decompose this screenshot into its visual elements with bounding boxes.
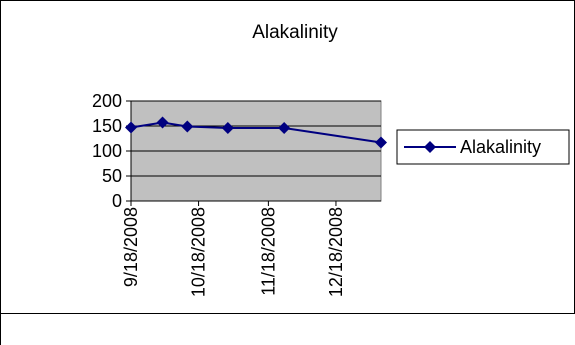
gridlines bbox=[131, 100, 381, 177]
data-point-marker bbox=[125, 121, 137, 134]
y-axis: 0 50 100 150 200 bbox=[92, 91, 132, 211]
legend: Alakalinity bbox=[396, 129, 570, 165]
data-point-marker bbox=[156, 116, 169, 129]
y-tick-label: 0 bbox=[112, 191, 122, 211]
data-point-marker bbox=[221, 122, 234, 134]
x-tick-label: 11/18/2008 bbox=[258, 207, 278, 296]
y-tick-label: 150 bbox=[92, 116, 122, 136]
data-point-marker bbox=[181, 120, 194, 133]
data-point-marker bbox=[375, 136, 387, 149]
y-tick-label: 100 bbox=[92, 141, 122, 161]
series-line bbox=[130, 121, 382, 144]
x-axis: 9/18/2008 10/18/2008 11/18/2008 12/18/2008 bbox=[121, 200, 381, 297]
y-tick-label: 50 bbox=[102, 166, 122, 186]
x-tick-label: 12/18/2008 bbox=[326, 207, 346, 297]
chart-border-left bbox=[0, 0, 1, 345]
data-point-marker bbox=[278, 122, 291, 134]
x-tick-label: 9/18/2008 bbox=[121, 207, 141, 287]
legend-series-label: Alakalinity bbox=[460, 137, 541, 157]
legend-series-marker bbox=[424, 141, 436, 153]
chart-title: Alakalinity bbox=[252, 22, 338, 43]
y-tick-label: 200 bbox=[92, 91, 122, 111]
chart-border-top bbox=[0, 0, 575, 1]
series-layer bbox=[125, 116, 387, 149]
x-tick-label: 10/18/2008 bbox=[189, 207, 209, 297]
chart-border-bottom bbox=[0, 313, 575, 314]
